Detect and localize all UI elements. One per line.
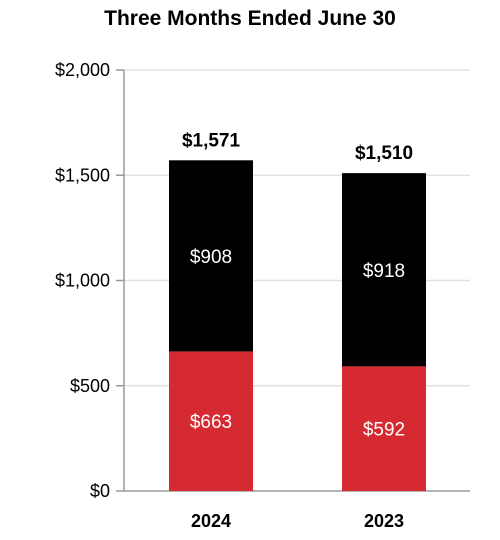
- bar-segment: [342, 173, 426, 367]
- bar-segment-label: $908: [190, 247, 232, 268]
- bar-total-label: $1,571: [182, 130, 241, 151]
- bar-segment: [169, 160, 253, 352]
- x-category-label: 2023: [364, 511, 404, 531]
- bar-total-label: $1,510: [355, 143, 413, 164]
- y-tick-label: $2,000: [55, 60, 110, 80]
- bar-segment-label: $663: [190, 412, 232, 433]
- y-tick-label: $1,000: [55, 271, 110, 291]
- bar-segment: [169, 351, 253, 491]
- bar-segment-label: $918: [363, 261, 405, 282]
- x-category-label: 2024: [191, 511, 231, 531]
- bar-segment-label: $592: [363, 420, 405, 441]
- bar-segment: [342, 366, 426, 491]
- y-tick-label: $1,500: [55, 165, 110, 185]
- y-tick-label: $500: [70, 376, 110, 396]
- y-tick-label: $0: [90, 481, 110, 501]
- chart-title: Three Months Ended June 30: [104, 7, 396, 30]
